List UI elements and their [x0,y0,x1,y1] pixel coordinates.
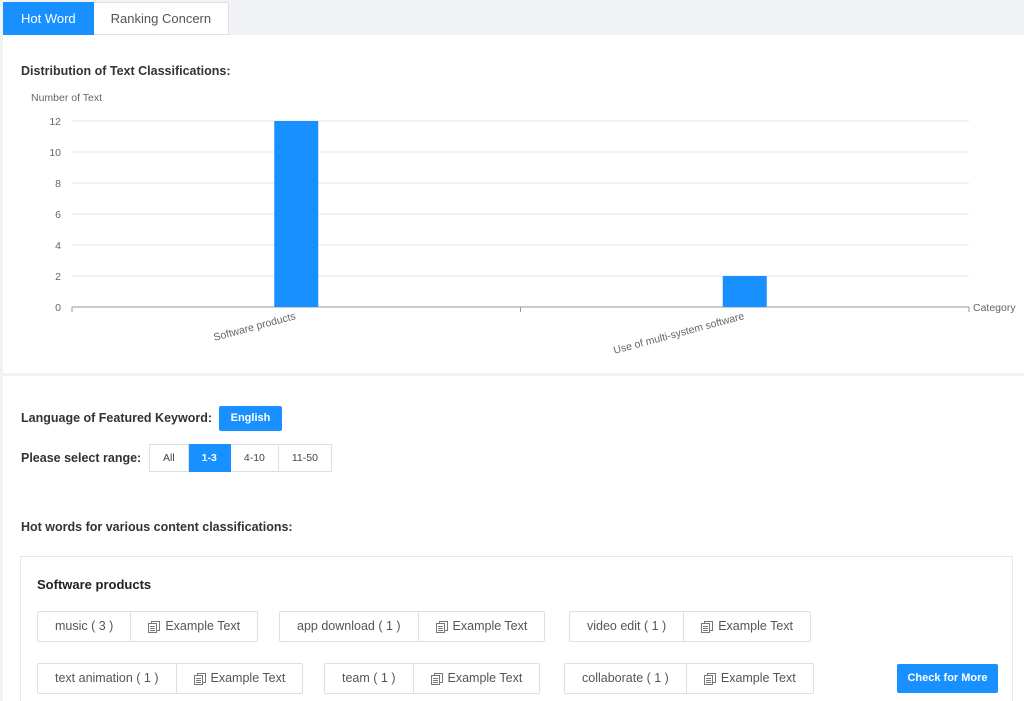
example-text-button[interactable]: Example Text [687,664,813,693]
y-tick-label: 6 [55,209,61,221]
y-tick-label: 8 [55,178,61,190]
copy-icon [703,672,716,685]
range-option-4-10[interactable]: 4-10 [230,444,279,472]
hotword-label[interactable]: app download ( 1 ) [280,612,419,641]
category-card-title: Software products [37,577,152,592]
bar [722,276,767,307]
y-tick-label: 2 [55,271,61,283]
example-text-label: Example Text [720,671,796,685]
copy-icon [435,620,448,633]
tab-bar: Hot Word Ranking Concern [3,2,230,35]
category-card: Software products music ( 3 ) Example Te… [20,556,1013,701]
example-text-button[interactable]: Example Text [131,612,257,641]
example-text-button[interactable]: Example Text [684,612,810,641]
language-english-button[interactable]: English [219,406,282,431]
hotword-label[interactable]: text animation ( 1 ) [38,664,177,693]
hotword-tag: team ( 1 ) Example Text [324,663,541,694]
hotword-tag: music ( 3 ) Example Text [37,611,259,642]
bar [274,121,319,307]
range-option-11-50[interactable]: 11-50 [278,444,332,472]
copy-icon [148,620,161,633]
range-label: Please select range: [21,451,142,465]
example-text-label: Example Text [452,619,528,633]
tab-hot-word[interactable]: Hot Word [3,2,94,35]
range-option-all[interactable]: All [149,444,189,472]
example-text-label: Example Text [718,619,794,633]
x-axis-label: Category [973,302,1016,314]
distribution-chart: Number of Text 0 2 4 6 8 10 12 Category Software … [31,92,1016,357]
hotword-tag: collaborate ( 1 ) Example Text [564,663,814,694]
example-text-label: Example Text [447,671,523,685]
hotword-tag: text animation ( 1 ) Example Text [37,663,304,694]
hotword-label[interactable]: music ( 3 ) [38,612,132,641]
example-text-label: Example Text [210,671,286,685]
hotword-tag: app download ( 1 ) Example Text [279,611,546,642]
hotwords-panel: Language of Featured Keyword: English Pl… [3,376,1024,701]
copy-icon [193,672,206,685]
hotwords-title: Hot words for various content classifica… [21,520,293,534]
example-text-button[interactable]: Example Text [177,664,303,693]
y-tick-label: 0 [55,302,61,314]
distribution-panel: Distribution of Text Classifications: Nu… [3,35,1024,373]
check-for-more-button[interactable]: Check for More [897,664,998,693]
range-selector: All 1-3 4-10 11-50 [149,444,332,472]
y-axis-label: Number of Text [31,92,102,104]
language-label: Language of Featured Keyword: [21,411,212,425]
range-option-1-3[interactable]: 1-3 [188,444,231,472]
example-text-button[interactable]: Example Text [414,664,540,693]
tab-ranking-concern[interactable]: Ranking Concern [93,2,230,35]
example-text-button[interactable]: Example Text [419,612,545,641]
y-tick-label: 12 [49,116,61,128]
y-tick-label: 10 [49,147,61,159]
hotword-label[interactable]: video edit ( 1 ) [570,612,685,641]
y-tick-label: 4 [55,240,61,252]
hotword-label[interactable]: team ( 1 ) [325,664,414,693]
distribution-title: Distribution of Text Classifications: [21,64,231,78]
example-text-label: Example Text [165,619,241,633]
hotword-tag: video edit ( 1 ) Example Text [569,611,812,642]
copy-icon [701,620,714,633]
copy-icon [430,672,443,685]
x-tick-label: Use of multi-system software [612,310,745,357]
hotword-label[interactable]: collaborate ( 1 ) [565,664,687,693]
x-tick-label: Software products [212,310,297,343]
